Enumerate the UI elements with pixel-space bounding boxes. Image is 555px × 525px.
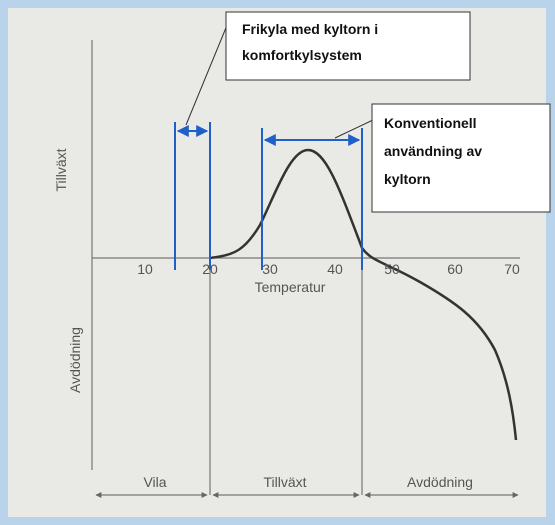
zone-label: Vila — [143, 474, 166, 490]
x-tick-label: 50 — [384, 261, 400, 277]
y-label: Avdödning — [67, 327, 83, 393]
x-tick-label: 30 — [262, 261, 278, 277]
x-tick-label: 40 — [327, 261, 343, 277]
zone-label: Tillväxt — [263, 474, 306, 490]
x-tick-label: 10 — [137, 261, 153, 277]
figure-bg — [8, 8, 546, 517]
zone-label: Avdödning — [407, 474, 473, 490]
y-label: Tillväxt — [53, 148, 69, 191]
callout-text: Frikyla med kyltorn i — [242, 21, 378, 37]
x-label: Temperatur — [255, 279, 326, 295]
callout-text: användning av — [384, 143, 482, 159]
x-tick-label: 60 — [447, 261, 463, 277]
callout-text: kyltorn — [384, 171, 431, 187]
ranges — [174, 122, 363, 270]
axes — [91, 40, 520, 498]
callout-text: Konventionell — [384, 115, 477, 131]
x-tick-label: 20 — [202, 261, 218, 277]
callout-text: komfortkylsystem — [242, 47, 362, 63]
callout-box — [371, 103, 551, 213]
callout-box — [225, 11, 471, 81]
leaders — [185, 17, 374, 139]
x-tick-label: 70 — [504, 261, 520, 277]
